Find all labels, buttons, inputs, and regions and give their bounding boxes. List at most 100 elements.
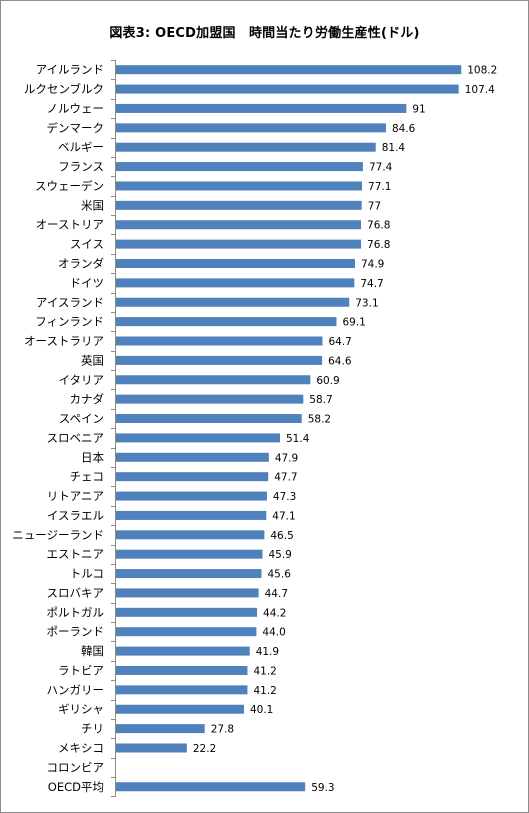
category-label: スペイン (59, 412, 104, 426)
category-label: ポーランド (47, 625, 105, 639)
bar (116, 220, 362, 230)
bar (116, 239, 362, 249)
bar (116, 278, 355, 288)
value-label: 73.1 (355, 297, 378, 309)
value-label: 64.6 (328, 355, 352, 367)
category-label: 韓国 (81, 644, 104, 658)
value-label: 81.4 (382, 142, 406, 154)
bar (116, 472, 269, 482)
bar (116, 452, 269, 462)
bar (116, 646, 250, 656)
bar (116, 200, 362, 210)
category-label: オーストラリア (24, 334, 104, 348)
bar (116, 65, 462, 75)
chart-title: 図表3: OECD加盟国 時間当たり労働生産性(ドル) (109, 26, 420, 41)
category-label: ノルウェー (47, 101, 105, 115)
value-label: 44.7 (265, 588, 288, 600)
category-label: ドイツ (70, 276, 105, 290)
category-label: カナダ (70, 392, 105, 406)
category-label: ニュージーランド (12, 528, 104, 542)
value-label: 44.0 (262, 627, 285, 639)
category-label: アイスランド (36, 295, 104, 309)
value-label: 45.9 (268, 549, 291, 561)
bar (116, 549, 263, 559)
category-label: ルクセンブルク (24, 82, 104, 96)
category-label: メキシコ (58, 741, 104, 755)
value-label: 59.3 (311, 782, 334, 794)
bar (116, 782, 306, 792)
category-label: スロベニア (47, 431, 105, 445)
value-label: 22.2 (193, 743, 216, 755)
category-label: トルコ (70, 567, 104, 581)
bar (116, 84, 459, 94)
category-label: ハンガリー (47, 683, 105, 697)
value-label: 27.8 (211, 724, 234, 736)
value-label: 44.2 (263, 607, 286, 619)
value-label: 84.6 (392, 123, 416, 135)
bar (116, 627, 257, 637)
value-label: 69.1 (342, 317, 365, 329)
bar (116, 394, 304, 404)
bar (116, 258, 355, 268)
bar (116, 665, 248, 675)
bar (116, 414, 302, 424)
category-label: ラトビア (58, 663, 104, 677)
category-label: スウェーデン (35, 179, 104, 193)
value-label: 77 (368, 200, 381, 212)
category-label: 米国 (81, 198, 104, 212)
bar (116, 103, 407, 113)
category-label: チリ (81, 722, 104, 736)
value-label: 76.8 (367, 239, 390, 251)
value-label: 58.7 (309, 394, 332, 406)
category-label: ベルギー (58, 140, 104, 154)
value-label: 51.4 (286, 433, 310, 445)
value-label: 58.2 (308, 414, 331, 426)
category-label: デンマーク (47, 121, 105, 135)
value-label: 74.9 (361, 258, 384, 270)
value-label: 41.2 (253, 685, 276, 697)
category-label: リトアニア (47, 489, 104, 503)
value-label: 47.7 (274, 472, 297, 484)
value-label: 45.6 (268, 569, 292, 581)
value-label: 77.1 (368, 181, 391, 193)
category-label: イスラエル (47, 508, 104, 522)
category-label: イタリア (58, 373, 104, 387)
bar (116, 704, 244, 714)
value-label: 64.7 (328, 336, 351, 348)
category-label: アイルランド (36, 63, 104, 77)
bar (116, 433, 281, 443)
value-label: 108.2 (467, 65, 497, 77)
bar (116, 510, 267, 520)
value-label: 47.3 (273, 491, 296, 503)
category-label: OECD平均 (48, 780, 104, 794)
bar (116, 685, 248, 695)
category-label: ポルトガル (47, 605, 105, 619)
bar (116, 491, 267, 501)
category-label: オーストリア (36, 218, 104, 232)
category-label: 日本 (81, 450, 104, 464)
bar (116, 181, 363, 191)
category-label: エストニア (47, 547, 105, 561)
bar (116, 375, 311, 385)
value-label: 46.5 (270, 530, 293, 542)
bar (116, 607, 258, 617)
category-label: コロンビア (47, 760, 105, 774)
bar (116, 569, 262, 579)
value-label: 76.8 (367, 220, 390, 232)
category-label: 英国 (81, 353, 104, 367)
category-label: チェコ (70, 470, 105, 484)
bar (116, 123, 386, 133)
bar (116, 336, 323, 346)
bar (116, 317, 337, 327)
value-label: 40.1 (250, 704, 273, 716)
category-label: スイス (70, 237, 104, 251)
value-label: 41.9 (256, 646, 279, 658)
bar (116, 588, 259, 598)
value-label: 74.7 (360, 278, 383, 290)
bar (116, 297, 350, 307)
value-label: 91 (412, 103, 425, 115)
bar (116, 355, 323, 365)
bar (116, 142, 376, 152)
